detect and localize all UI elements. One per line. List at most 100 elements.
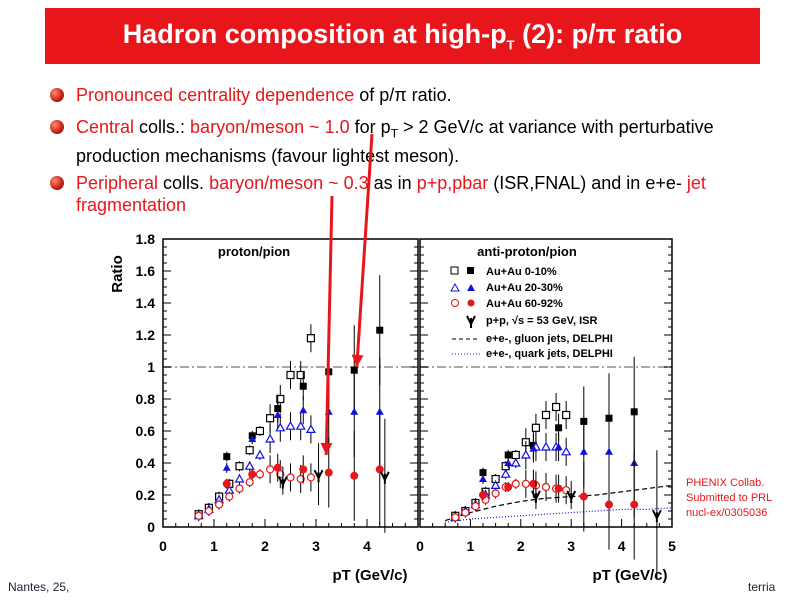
bullet-3-a: Peripheral <box>76 173 159 193</box>
data-point <box>379 471 390 484</box>
data-point <box>451 513 460 522</box>
footer-left: Nantes, 25, <box>8 580 70 594</box>
data-point <box>491 489 500 498</box>
data-point <box>204 506 213 516</box>
data-point <box>500 468 511 478</box>
data-point <box>299 406 308 414</box>
title-pre: Hadron composition at high-p <box>122 19 507 50</box>
data-point <box>225 492 234 501</box>
y-tick-label: 1.8 <box>136 231 156 247</box>
data-point <box>299 465 308 474</box>
data-point <box>235 462 244 471</box>
bullet-2-d: for p <box>349 117 391 137</box>
y-tick-label: 1.2 <box>136 327 156 343</box>
legend-label-20-30: Au+Au 20-30% <box>486 282 563 294</box>
data-point <box>266 465 275 474</box>
data-point <box>651 509 662 523</box>
data-point <box>561 446 572 456</box>
credit-note: PHENIX Collab. Submitted to PRL nucl-ex/… <box>686 476 772 521</box>
x-tick-label: 2 <box>517 538 525 554</box>
legend-marker-20-30-open <box>450 282 460 292</box>
x-tick-label: 1 <box>210 538 218 554</box>
data-point <box>255 470 264 479</box>
data-point <box>541 482 551 492</box>
data-point <box>479 491 487 499</box>
legend-marker-60-92-filled <box>467 299 475 307</box>
data-point <box>254 449 265 459</box>
bullet-1-b: of p/π ratio. <box>354 85 452 105</box>
data-point <box>554 484 563 493</box>
bullet-3-f: (ISR,FNAL) and in e+e- <box>488 173 687 193</box>
x-axis-label-2: pT (GeV/c) <box>592 567 667 584</box>
bullet-2-e: T <box>390 126 399 141</box>
data-point <box>531 423 541 432</box>
data-point <box>504 459 513 466</box>
data-point <box>266 414 275 423</box>
arrow-central-head <box>351 354 364 367</box>
data-point <box>245 478 254 487</box>
slide-title: Hadron composition at high-pT (2): p/π r… <box>123 19 683 52</box>
data-point <box>529 479 538 488</box>
data-point <box>630 500 639 509</box>
x-tick-label: 0 <box>159 538 167 554</box>
arrow-peripheral-shaft <box>324 195 334 456</box>
data-point <box>324 468 333 477</box>
data-point <box>306 334 315 343</box>
legend-marker-60-92-open <box>451 299 459 307</box>
credit-line-3: nucl-ex/0305036 <box>686 507 768 519</box>
data-point <box>504 451 512 459</box>
data-point <box>461 508 470 517</box>
data-point <box>504 483 513 491</box>
bullet-2-c: baryon/meson ~ 1.0 <box>190 117 350 137</box>
bullet-2-b: colls.: <box>134 117 191 137</box>
data-point <box>541 410 551 420</box>
data-point <box>554 443 563 450</box>
bullet-3-e: p+p,pbar <box>416 173 489 193</box>
data-point <box>286 370 295 380</box>
data-point <box>276 394 285 404</box>
bullet-3-c: baryon/meson ~ 0.3 <box>209 173 369 193</box>
y-tick-label: 1.6 <box>136 263 156 279</box>
bullet-2-f: > 2 GeV/c at variance with perturbative … <box>76 117 714 166</box>
legend-label-pp: p+p, √s = 53 GeV, ISR <box>486 315 597 327</box>
bullet-1: Pronounced centrality dependence of p/π … <box>50 84 750 108</box>
data-point <box>531 490 541 503</box>
y-tick-label: 1 <box>147 359 155 375</box>
x-tick-label: 4 <box>363 538 371 554</box>
x-tick-label: 3 <box>312 538 320 554</box>
data-point <box>540 441 552 451</box>
data-point <box>244 460 255 470</box>
data-point <box>306 473 315 482</box>
data-point <box>579 492 588 501</box>
bullet-2-a: Central <box>76 117 135 137</box>
data-point <box>529 444 538 452</box>
arrow-central-shaft <box>355 133 374 368</box>
data-point <box>520 449 531 459</box>
x-tick-label: 4 <box>618 538 626 554</box>
x-tick-label: 5 <box>668 538 676 554</box>
axis-ticks: 0 1 2 3 4 0 0.2 0.4 0.6 0.8 1 1.2 1.4 1.6 1.8 0 1 2 3 4 5 <box>136 231 677 554</box>
x-tick-label: 0 <box>416 538 424 554</box>
data-point <box>215 500 224 509</box>
data-point <box>248 435 257 442</box>
y-tick-label: 0 <box>147 519 155 535</box>
data-point <box>248 470 257 479</box>
data-point <box>471 502 480 511</box>
credit-line-2: Submitted to PRL <box>686 492 773 504</box>
bullet-3: Peripheral colls. baryon/meson ~ 0.3 as … <box>50 172 750 218</box>
legend-label-quark: e+e-, quark jets, DELPHI <box>486 348 613 360</box>
arrow-peripheral-head <box>320 442 333 455</box>
bullet-3-b: colls. <box>158 173 210 193</box>
bullet-3-g: jet fragmentation <box>76 173 706 215</box>
y-tick-label: 0.8 <box>136 391 156 407</box>
data-point <box>375 465 384 474</box>
data-point <box>350 407 359 415</box>
data-point <box>562 410 571 420</box>
panel-2-title: anti-proton/pion <box>477 244 577 259</box>
data-point <box>479 469 487 477</box>
data-point <box>551 402 561 412</box>
data-point <box>375 407 384 415</box>
data-point <box>234 473 245 483</box>
data-point <box>265 433 276 443</box>
